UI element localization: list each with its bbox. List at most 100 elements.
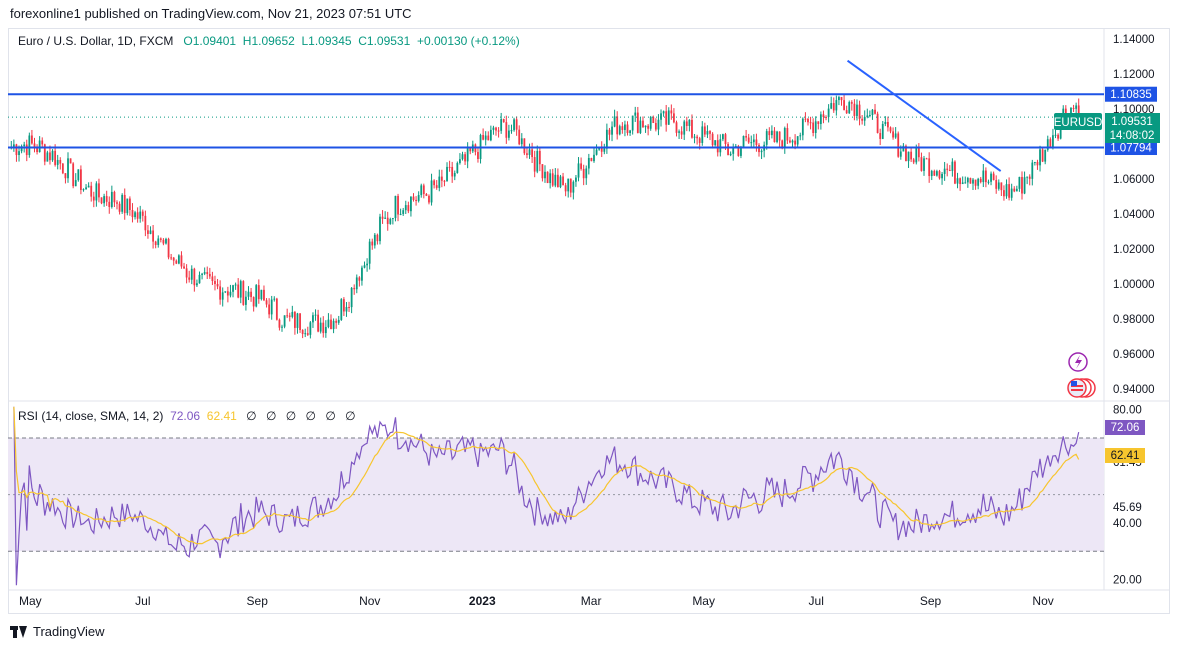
- candle-body: [680, 131, 683, 135]
- candle-body: [827, 108, 830, 118]
- candle-body: [791, 140, 794, 143]
- candle-body: [933, 170, 936, 176]
- time-tick-label: Sep: [920, 594, 942, 608]
- rsi-sma-line: [13, 406, 1080, 545]
- candle-body: [778, 131, 781, 141]
- candle-body: [1008, 184, 1010, 198]
- candle-body: [165, 238, 167, 244]
- candle-body: [526, 153, 528, 155]
- publish-line: forexonline1 published on TradingView.co…: [10, 6, 412, 21]
- candle-body: [928, 158, 931, 177]
- candle-body: [618, 126, 621, 135]
- candle-body: [363, 265, 366, 268]
- candle-body: [892, 131, 894, 138]
- candle-body: [600, 146, 603, 152]
- time-axis[interactable]: May Jul Sep Nov 2023 Mar May Jul Sep Nov: [19, 594, 1054, 608]
- candle-body: [226, 291, 229, 296]
- us-flag-icon[interactable]: [1067, 378, 1096, 398]
- candle-body: [126, 198, 129, 214]
- candle-body: [907, 151, 910, 162]
- candle-body: [193, 268, 196, 286]
- candle-body: [319, 322, 322, 332]
- candle-body: [312, 315, 314, 323]
- candle-body: [871, 109, 874, 116]
- candle-body: [838, 97, 840, 101]
- candle-body: [639, 120, 642, 133]
- candle-body: [902, 145, 905, 152]
- rsi-tick-label: 40.00: [1113, 518, 1142, 530]
- candle-body: [456, 163, 459, 173]
- candle-body: [866, 115, 869, 117]
- price-tick-label: 1.04000: [1113, 209, 1155, 221]
- time-tick-label: Nov: [1032, 594, 1053, 608]
- candle-body: [87, 185, 90, 188]
- candle-body: [946, 168, 949, 170]
- tradingview-brand[interactable]: TradingView: [10, 624, 105, 639]
- na-value: ∅: [265, 409, 277, 423]
- candle-body: [152, 230, 154, 242]
- candle-body: [386, 217, 389, 224]
- candle-body: [845, 110, 848, 114]
- candle-body: [706, 131, 709, 135]
- candle-body: [110, 191, 113, 207]
- candle-body: [729, 153, 732, 156]
- candle-body: [711, 133, 714, 146]
- low-value: L1.09345: [301, 34, 352, 48]
- candle-body: [747, 137, 750, 143]
- candle-body: [46, 152, 49, 162]
- rsi-legend[interactable]: RSI (14, close, SMA, 14, 2) 72.06 62.41 …: [18, 409, 356, 423]
- candle-body: [399, 213, 402, 215]
- candle-body: [817, 121, 820, 124]
- lightning-icon[interactable]: [1068, 352, 1088, 372]
- candle-body: [394, 195, 397, 219]
- candle-body: [92, 196, 95, 201]
- brand-label: TradingView: [33, 624, 105, 639]
- time-tick-label: May: [19, 594, 42, 608]
- candle-body: [376, 234, 379, 242]
- candle-body: [984, 170, 987, 183]
- candle-body: [830, 103, 833, 109]
- rsi-line: [13, 406, 1080, 586]
- candle-body: [595, 149, 598, 155]
- candle-body: [1072, 107, 1075, 109]
- candle-body: [868, 115, 871, 117]
- candle-body: [74, 180, 77, 187]
- candle-body: [67, 158, 69, 179]
- candle-body: [654, 122, 657, 130]
- candle-body: [613, 116, 616, 127]
- candle-body: [239, 281, 242, 298]
- candle-body: [644, 125, 647, 128]
- candle-body: [54, 150, 57, 165]
- candle-body: [626, 124, 629, 134]
- candle-body: [283, 315, 286, 327]
- rsi-tick-label: 45.69: [1113, 502, 1142, 514]
- candle-body: [520, 138, 523, 145]
- candle-body: [391, 218, 394, 220]
- candle-body: [438, 176, 441, 188]
- symbol-legend[interactable]: Euro / U.S. Dollar, 1D, FXCM O1.09401 H1…: [18, 34, 520, 48]
- candle-body: [41, 140, 44, 145]
- candle-body: [783, 128, 786, 149]
- candle-body: [113, 191, 116, 203]
- candle-body: [12, 144, 15, 147]
- candle-body: [141, 211, 144, 216]
- symbol-label: EURUSD: [1054, 117, 1103, 129]
- candle-body: [861, 118, 864, 121]
- candle-body: [951, 161, 954, 171]
- candle-body: [533, 157, 536, 172]
- price-tick-label: 1.06000: [1113, 174, 1155, 186]
- candle-body: [616, 116, 619, 135]
- candle-body: [353, 287, 356, 290]
- downtrend-line[interactable]: [846, 59, 1002, 172]
- candle-body: [464, 154, 466, 162]
- candle-body: [203, 272, 206, 274]
- candle-body: [977, 178, 980, 186]
- candle-body: [384, 217, 387, 219]
- price-tick-label: 1.12000: [1113, 69, 1155, 81]
- candles-layer: [10, 94, 1080, 339]
- candle-body: [554, 174, 557, 186]
- candle-body: [874, 109, 876, 114]
- candle-body: [1023, 177, 1026, 194]
- price-axis[interactable]: 1.140001.120001.100001.080001.060001.040…: [1113, 34, 1155, 396]
